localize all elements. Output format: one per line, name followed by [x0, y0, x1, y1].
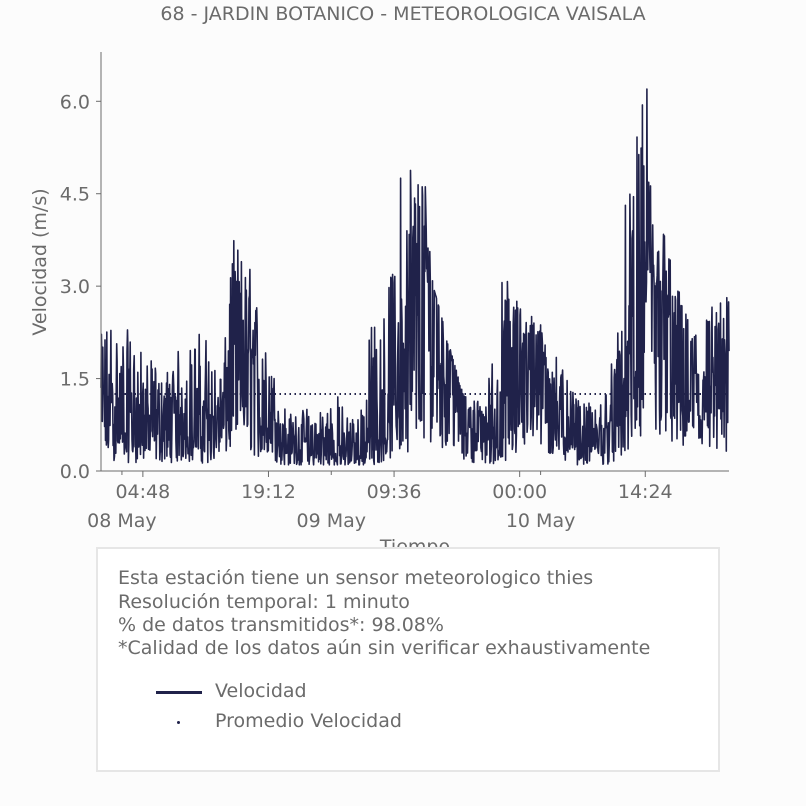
x-date-label: 09 May	[297, 510, 367, 532]
x-tick-label: 04:48	[115, 481, 170, 503]
x-tick-label: 19:12	[241, 481, 296, 503]
plot-layer	[100, 88, 730, 466]
x-date-label: 08 May	[87, 510, 157, 532]
info-box: Esta estación tiene un sensor meteorolog…	[96, 547, 720, 772]
chart-title: 68 - JARDIN BOTANICO - METEOROLOGICA VAI…	[160, 3, 646, 25]
x-ticks: 04:48 19:12 09:36 00:00 14:24 08 May 09 May 10 …	[87, 471, 673, 532]
x-tick-label: 14:24	[618, 481, 673, 503]
y-tick-label: 4.5	[60, 184, 90, 206]
info-line-resolution: Resolución temporal: 1 minuto	[118, 591, 410, 613]
legend-velocidad-line-icon	[156, 691, 202, 694]
y-tick-label: 1.5	[60, 369, 90, 391]
chart-area: 0.0 1.5 3.0 4.5 6.0 04:48 19:12 09:36 00:00 14:2…	[29, 52, 730, 558]
y-tick-label: 6.0	[60, 91, 90, 113]
legend-promedio-dot-icon	[177, 721, 180, 724]
y-ticks: 0.0 1.5 3.0 4.5 6.0	[60, 91, 101, 483]
legend-velocidad-label: Velocidad	[215, 680, 307, 702]
info-line-sensor: Esta estación tiene un sensor meteorolog…	[118, 567, 594, 589]
info-line-transmitted: % de datos transmitidos*: 98.08%	[118, 614, 444, 636]
y-tick-label: 0.0	[60, 461, 90, 483]
x-tick-label: 00:00	[492, 481, 547, 503]
series-velocidad-line	[100, 88, 730, 466]
y-axis-title: Velocidad (m/s)	[29, 188, 51, 335]
info-line-quality: *Calidad de los datos aún sin verificar …	[118, 637, 651, 659]
x-date-label: 10 May	[506, 510, 576, 532]
y-tick-label: 3.0	[60, 276, 90, 298]
x-tick-label: 09:36	[367, 481, 422, 503]
legend-promedio-label: Promedio Velocidad	[215, 710, 402, 732]
